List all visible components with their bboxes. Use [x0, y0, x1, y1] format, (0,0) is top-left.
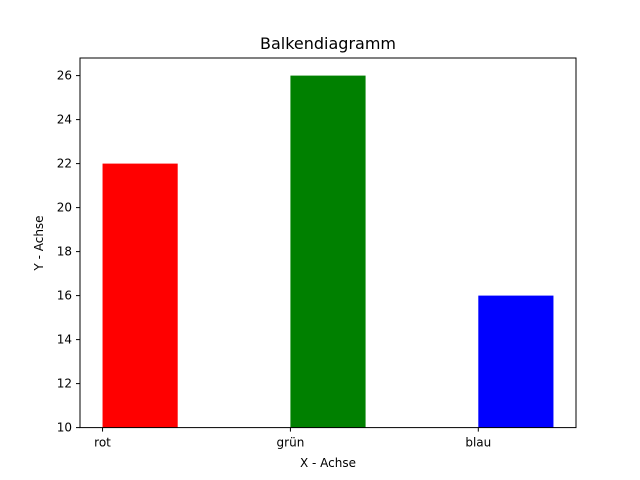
y-tick-label-1: 12 — [57, 377, 72, 391]
y-tick-label-8: 26 — [57, 69, 72, 83]
y-tick-label-7: 24 — [57, 113, 72, 127]
bar-2 — [478, 295, 554, 428]
y-tick-label-4: 18 — [57, 245, 72, 259]
x-tick-label-1: grün — [277, 436, 305, 450]
x-axis-ticks: rot grün blau — [94, 427, 491, 450]
y-tick-label-2: 14 — [57, 333, 72, 347]
y-tick-label-3: 16 — [57, 289, 72, 303]
y-axis-label: Y - Achse — [32, 215, 46, 271]
bars-group — [102, 75, 554, 428]
chart-title: Balkendiagramm — [260, 34, 396, 53]
y-axis-ticks: 10 12 14 16 18 20 22 24 26 — [57, 69, 80, 435]
y-tick-label-5: 20 — [57, 201, 72, 215]
x-tick-label-2: blau — [465, 436, 491, 450]
y-tick-label-6: 22 — [57, 157, 72, 171]
plot-frame — [79, 57, 577, 429]
x-axis-label: X - Achse — [300, 456, 356, 470]
x-tick-label-0: rot — [94, 436, 111, 450]
bar-0 — [102, 163, 178, 428]
bar-1 — [290, 75, 366, 428]
y-tick-label-0: 10 — [57, 421, 72, 435]
